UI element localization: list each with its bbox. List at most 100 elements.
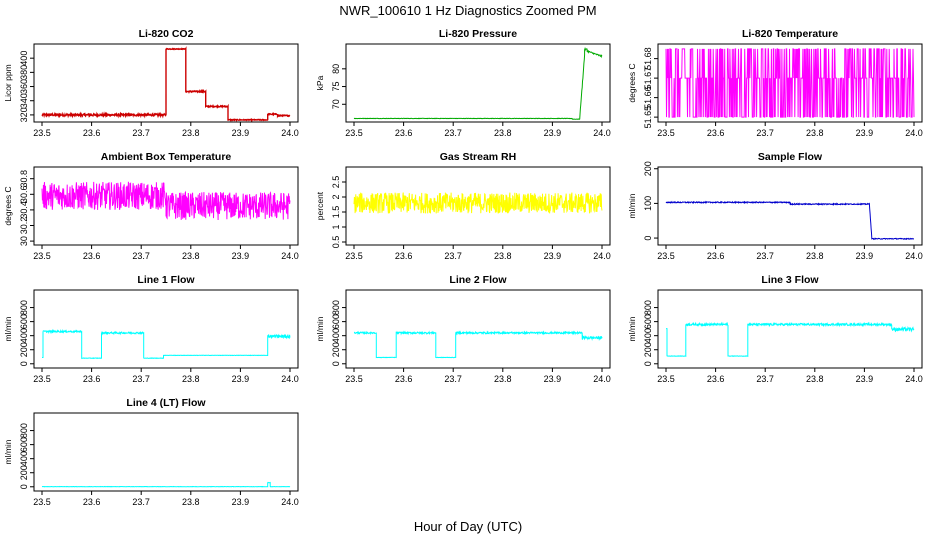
- x-tick-label: 23.6: [707, 251, 725, 261]
- y-axis-label: degrees C: [627, 63, 637, 102]
- series-line: [665, 200, 914, 241]
- y-tick-label: 30.2: [19, 217, 29, 235]
- x-tick-label: 23.9: [232, 128, 250, 138]
- plot-frame: [345, 289, 611, 369]
- panel-title: Gas Stream RH: [440, 151, 516, 163]
- x-tick-label: 24.0: [593, 251, 611, 261]
- y-tick-label: 51.66: [643, 86, 653, 109]
- panels-container: Li-820 CO2 23.5 23.6 23.7 23.8 23.9 24.0 320340…: [3, 28, 923, 507]
- y-tick-label: 800: [19, 423, 29, 438]
- x-tick-label: 23.6: [395, 251, 413, 261]
- y-tick-label: 100: [643, 196, 653, 211]
- x-tick-label: 23.6: [395, 374, 413, 384]
- plot-frame: [345, 166, 611, 246]
- x-tick-label: 23.7: [132, 374, 150, 384]
- x-tick-label: 23.8: [494, 251, 512, 261]
- y-tick-label: 800: [331, 300, 341, 315]
- series-line: [666, 321, 915, 358]
- x-tick-label: 23.8: [182, 128, 200, 138]
- plot-frame: [657, 43, 923, 123]
- plot-frame: [657, 166, 923, 246]
- x-tick-label: 23.5: [345, 128, 363, 138]
- y-tick-label: 200: [19, 465, 29, 480]
- y-axis-label: kPa: [315, 75, 325, 90]
- x-tick-label: 23.5: [345, 374, 363, 384]
- x-tick-label: 24.0: [281, 374, 299, 384]
- panel-line1_flow: Line 1 Flow 23.5 23.6 23.7 23.8 23.9 24.0 0 2004…: [3, 274, 299, 384]
- x-tick-label: 23.9: [544, 128, 562, 138]
- y-tick-label: 200: [331, 342, 341, 357]
- y-tick-label: 2: [331, 194, 341, 199]
- y-tick-label: 0: [19, 484, 29, 489]
- y-tick-label: 0: [643, 236, 653, 241]
- x-tick-label: 23.7: [132, 497, 150, 507]
- panel-title: Sample Flow: [758, 151, 823, 163]
- y-axis-label: ml/min: [3, 316, 13, 341]
- y-tick-label: 0: [19, 361, 29, 366]
- panel-title: Li-820 Temperature: [742, 28, 838, 40]
- y-tick-label: 200: [19, 342, 29, 357]
- y-tick-label: 30: [19, 236, 29, 246]
- x-tick-label: 24.0: [905, 374, 923, 384]
- x-tick-label: 23.9: [544, 374, 562, 384]
- x-tick-label: 23.7: [132, 128, 150, 138]
- x-tick-label: 23.9: [856, 374, 874, 384]
- y-axis-label: percent: [315, 191, 325, 220]
- y-tick-label: 30.8: [19, 170, 29, 188]
- x-tick-label: 23.8: [182, 251, 200, 261]
- y-axis-label: ml/min: [627, 316, 637, 341]
- x-tick-label: 23.8: [806, 374, 824, 384]
- y-tick-label: 1.5: [331, 206, 341, 219]
- panel-title: Li-820 Pressure: [439, 28, 517, 40]
- x-tick-label: 23.7: [132, 251, 150, 261]
- x-tick-label: 23.7: [756, 374, 774, 384]
- x-tick-label: 23.6: [83, 128, 101, 138]
- y-tick-label: 0.5: [331, 236, 341, 249]
- x-tick-label: 23.5: [657, 374, 675, 384]
- x-tick-label: 24.0: [281, 251, 299, 261]
- panel-pressure: Li-820 Pressure 23.5 23.6 23.7 23.8 23.9 24.0 7…: [315, 28, 611, 138]
- x-tick-label: 24.0: [281, 128, 299, 138]
- y-tick-label: 400: [19, 51, 29, 66]
- x-axis-label: Hour of Day (UTC): [414, 519, 522, 534]
- y-tick-label: 2.5: [331, 176, 341, 189]
- x-tick-label: 23.5: [33, 251, 51, 261]
- x-tick-label: 23.5: [33, 128, 51, 138]
- x-tick-label: 23.7: [444, 251, 462, 261]
- plot-frame: [657, 289, 923, 369]
- y-tick-label: 70: [331, 99, 341, 109]
- panel-co2: Li-820 CO2 23.5 23.6 23.7 23.8 23.9 24.0 320340…: [3, 28, 299, 138]
- x-tick-label: 24.0: [905, 128, 923, 138]
- x-tick-label: 23.9: [232, 251, 250, 261]
- plot-frame: [33, 166, 299, 246]
- x-tick-label: 23.8: [182, 497, 200, 507]
- y-tick-label: 1: [331, 224, 341, 229]
- y-tick-label: 400: [643, 328, 653, 343]
- y-tick-label: 200: [643, 161, 653, 176]
- x-tick-label: 23.9: [856, 251, 874, 261]
- x-tick-label: 23.5: [33, 497, 51, 507]
- x-tick-label: 23.5: [657, 128, 675, 138]
- y-tick-label: 30.6: [19, 186, 29, 204]
- y-tick-label: 600: [19, 437, 29, 452]
- panel-title: Line 1 Flow: [137, 274, 195, 286]
- series-line: [353, 192, 603, 214]
- x-tick-label: 24.0: [905, 251, 923, 261]
- x-tick-label: 23.9: [544, 251, 562, 261]
- x-tick-label: 23.8: [494, 374, 512, 384]
- y-axis-label: Licor ppm: [3, 64, 13, 101]
- x-tick-label: 23.7: [444, 128, 462, 138]
- series-line: [41, 46, 291, 122]
- y-tick-label: 51.68: [643, 47, 653, 70]
- plot-frame: [345, 43, 611, 123]
- y-tick-label: 30.4: [19, 201, 29, 219]
- series-line: [665, 48, 915, 118]
- y-tick-label: 600: [331, 314, 341, 329]
- y-tick-label: 51.65: [643, 106, 653, 129]
- panel-line3_flow: Line 3 Flow 23.5 23.6 23.7 23.8 23.9 24.0 0 2004…: [627, 274, 923, 384]
- panel-title: Li-820 CO2: [139, 28, 194, 40]
- y-tick-label: 400: [331, 328, 341, 343]
- y-tick-label: 800: [643, 300, 653, 315]
- panel-title: Ambient Box Temperature: [101, 151, 232, 163]
